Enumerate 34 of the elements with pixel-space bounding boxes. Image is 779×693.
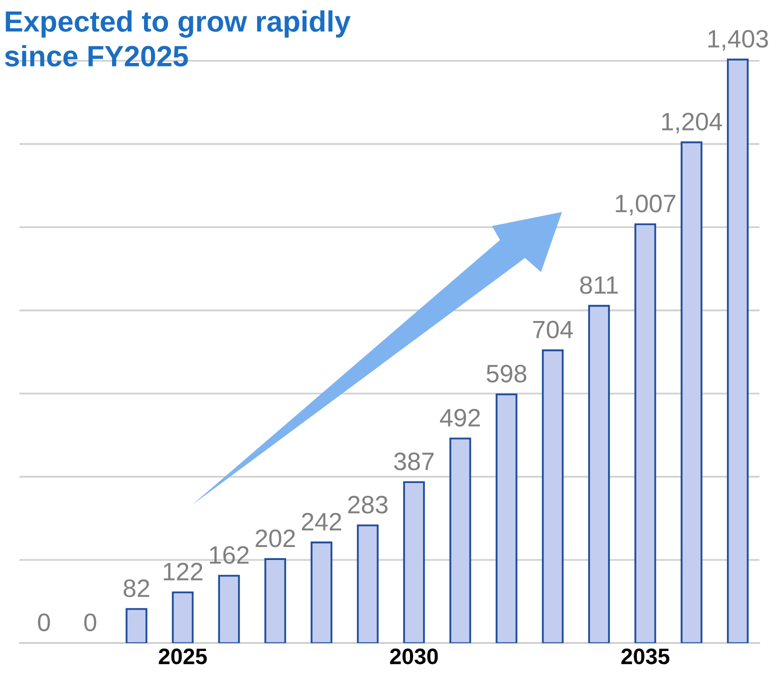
data-label: 1,204	[662, 112, 722, 134]
data-label: 0	[84, 614, 96, 632]
data-label: 202	[256, 530, 295, 548]
bar	[726, 58, 749, 644]
bar	[588, 304, 610, 644]
data-label: 122	[164, 562, 202, 580]
data-label: 1,403	[708, 30, 768, 51]
bar	[356, 524, 379, 644]
x-tick-label: 2030	[390, 648, 438, 664]
bar	[403, 481, 425, 644]
bar	[449, 438, 472, 644]
data-label: 242	[302, 512, 342, 530]
data-label: 283	[348, 496, 388, 514]
bar	[172, 591, 194, 644]
bar	[218, 574, 240, 644]
bar	[680, 141, 702, 644]
data-label: 162	[210, 546, 249, 564]
bar	[542, 349, 564, 644]
bar	[496, 393, 518, 644]
data-label: 82	[124, 579, 150, 598]
data-label: 492	[440, 408, 480, 427]
bar	[264, 558, 286, 644]
bar	[126, 608, 148, 644]
data-label: 704	[533, 320, 573, 338]
data-label: 1,007	[616, 194, 676, 216]
chart-title: Expected to grow rapidly since FY2025	[4, 10, 351, 67]
bar	[310, 542, 332, 644]
data-label: 811	[580, 276, 618, 294]
x-tick-label: 2025	[158, 648, 207, 664]
data-label: 0	[38, 614, 50, 632]
x-tick-label: 2035	[621, 648, 670, 664]
bar	[634, 223, 656, 644]
data-label: 387	[394, 452, 434, 470]
data-label: 598	[486, 364, 526, 382]
